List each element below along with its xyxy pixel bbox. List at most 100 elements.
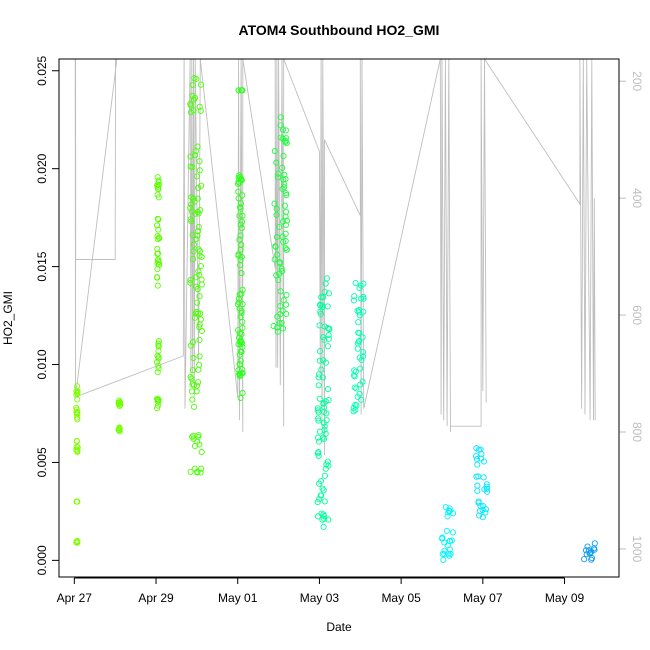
- pressure-line: [74, 57, 596, 456]
- data-point: [277, 302, 284, 310]
- data-point: [155, 258, 162, 265]
- data-point: [321, 288, 328, 296]
- data-point: [353, 385, 360, 392]
- data-point: [188, 201, 195, 208]
- data-point: [237, 232, 244, 239]
- data-point: [355, 338, 362, 345]
- data-point: [449, 510, 457, 517]
- data-point: [270, 323, 277, 330]
- data-point: [154, 232, 161, 240]
- data-point: [237, 339, 244, 346]
- data-point: [321, 472, 328, 479]
- data-point: [198, 449, 205, 456]
- data-point: [473, 456, 481, 463]
- data-point: [187, 342, 194, 349]
- data-point: [355, 307, 363, 314]
- data-point: [235, 180, 242, 187]
- data-point: [352, 279, 359, 287]
- data-point: [446, 505, 453, 512]
- data-point: [321, 404, 328, 411]
- data-point: [282, 127, 289, 134]
- data-point: [360, 353, 367, 360]
- data-point: [194, 228, 202, 235]
- data-point: [188, 375, 195, 382]
- data-point: [187, 102, 194, 109]
- data-point: [237, 394, 244, 402]
- flight-series-8: [350, 279, 367, 415]
- data-point: [238, 241, 245, 249]
- data-point: [476, 512, 483, 519]
- data-point: [155, 340, 162, 347]
- data-point: [283, 310, 290, 317]
- x-tick-label: May 05: [381, 591, 421, 605]
- data-point: [283, 192, 290, 199]
- data-point: [448, 537, 455, 544]
- data-point: [317, 302, 324, 309]
- data-point: [194, 379, 202, 386]
- data-point: [283, 291, 290, 298]
- data-point: [155, 186, 162, 193]
- data-point: [187, 279, 194, 286]
- data-point: [198, 281, 205, 288]
- x-tick-label: May 01: [218, 591, 258, 605]
- data-point: [235, 366, 242, 374]
- data-point: [321, 323, 328, 330]
- data-point: [356, 330, 363, 337]
- data-point: [117, 401, 124, 408]
- data-point: [324, 386, 331, 393]
- data-point: [188, 208, 195, 215]
- data-point: [483, 481, 490, 488]
- data-point: [154, 405, 161, 412]
- data-point: [584, 543, 591, 550]
- data-point: [356, 309, 363, 316]
- data-point: [441, 547, 448, 554]
- data-point: [196, 353, 203, 360]
- data-point: [581, 556, 588, 563]
- data-point: [315, 449, 322, 456]
- data-point: [482, 509, 489, 516]
- data-point: [193, 308, 200, 315]
- data-point: [282, 237, 289, 245]
- data-point: [360, 349, 367, 356]
- data-point: [315, 438, 323, 445]
- data-point: [74, 444, 81, 451]
- data-point: [154, 222, 161, 229]
- data-point: [357, 365, 364, 372]
- data-point: [73, 406, 80, 413]
- data-point: [582, 547, 590, 554]
- data-point: [155, 362, 162, 369]
- data-point: [196, 167, 203, 174]
- data-point: [238, 253, 245, 260]
- data-point: [320, 487, 327, 494]
- plot-frame: [58, 58, 620, 578]
- x-tick-label: Apr 29: [138, 591, 174, 605]
- data-point: [198, 327, 205, 334]
- y-axis-label: HO2_GMI: [1, 291, 15, 345]
- data-point: [187, 373, 194, 381]
- data-point: [192, 148, 199, 155]
- data-point: [585, 547, 592, 554]
- data-point: [275, 170, 282, 177]
- data-point: [444, 513, 451, 520]
- data-point: [475, 498, 482, 505]
- data-point: [235, 87, 242, 94]
- data-point: [317, 308, 324, 315]
- data-point: [154, 266, 161, 273]
- flight-series-1: [73, 383, 81, 546]
- data-point: [283, 140, 290, 147]
- data-point: [197, 107, 204, 114]
- data-point: [188, 218, 195, 225]
- flight-series-2: [115, 397, 124, 435]
- data-point: [194, 232, 201, 239]
- data-point: [194, 299, 201, 306]
- data-point: [283, 217, 290, 224]
- data-point: [189, 396, 196, 403]
- data-point: [237, 246, 244, 253]
- data-point: [315, 382, 322, 389]
- data-point: [317, 477, 325, 485]
- data-point: [154, 369, 161, 376]
- flight-series-4: [187, 75, 205, 476]
- data-point: [274, 328, 281, 335]
- data-point: [74, 446, 81, 453]
